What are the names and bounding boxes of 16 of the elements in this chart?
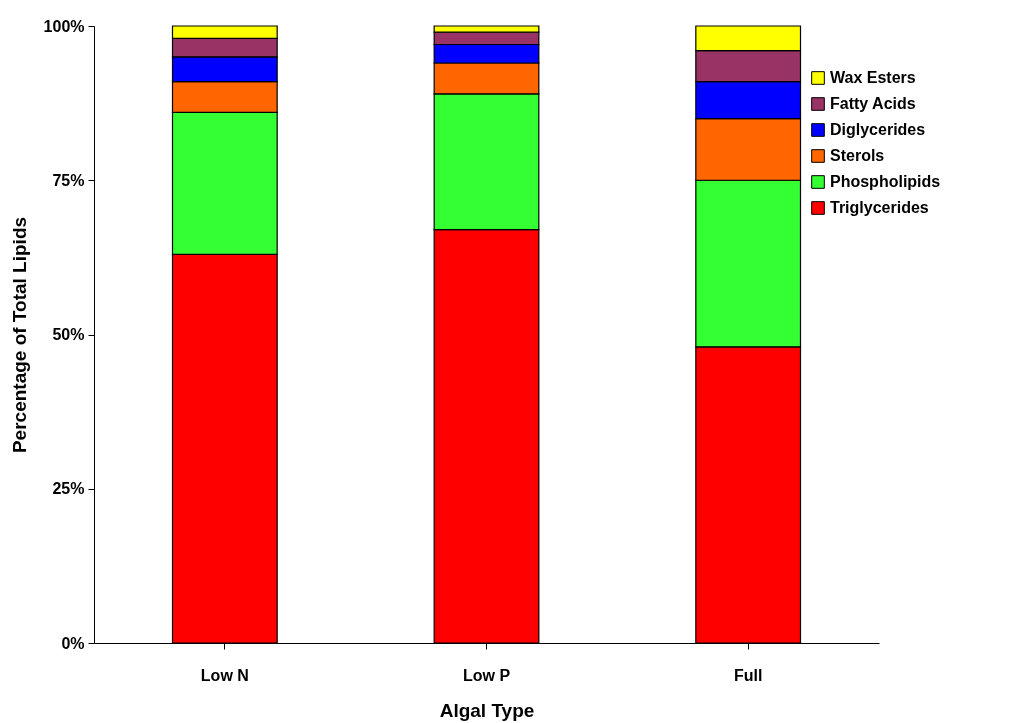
legend-label: Fatty Acids — [830, 95, 916, 112]
legend-label: Wax Esters — [830, 69, 916, 86]
y-tick-label: 0% — [61, 634, 85, 652]
legend-label: Sterols — [830, 147, 885, 164]
legend-label: Phospholipids — [830, 173, 941, 190]
legend-label: Diglycerides — [830, 121, 926, 138]
y-axis-title: Percentage of Total Lipids — [8, 216, 30, 454]
x-tick-label: Full — [733, 666, 763, 684]
legend-label: Triglycerides — [830, 199, 929, 216]
x-axis-title: Algal Type — [439, 699, 535, 721]
x-tick-label: Low N — [200, 666, 249, 684]
y-tick-label: 25% — [52, 480, 85, 498]
y-tick-label: 100% — [43, 17, 85, 35]
y-tick-label: 75% — [52, 171, 85, 189]
x-tick-label: Low P — [462, 666, 511, 684]
y-tick-label: 50% — [52, 326, 85, 343]
